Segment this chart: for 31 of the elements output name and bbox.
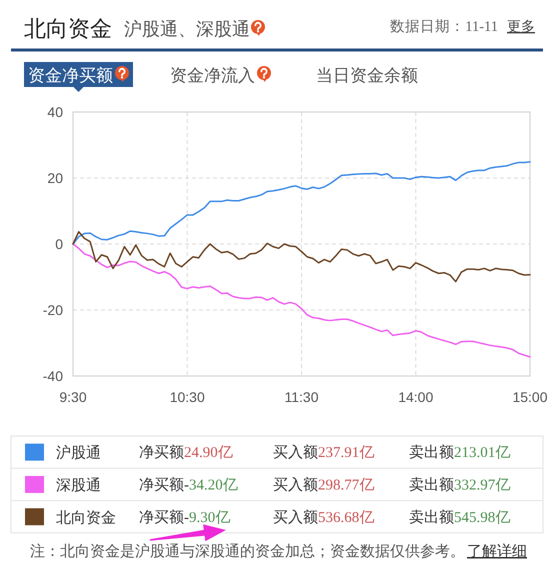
subtitle: 沪股通、深股通	[124, 19, 250, 39]
title: 北向资金	[24, 16, 112, 41]
x-tick-label: 14:00	[398, 389, 434, 405]
legend-label: 北向资金	[56, 510, 116, 526]
y-tick-label: -20	[42, 302, 63, 318]
tab-label: 当日资金余额	[316, 66, 418, 85]
table-cell: 买入额237.91亿	[273, 445, 374, 462]
tab-label: 资金净买额	[28, 66, 113, 85]
note-link: 了解详细	[467, 544, 527, 560]
table-cell: 买入额298.77亿	[273, 477, 374, 494]
x-tick-label: 10:30	[170, 389, 205, 405]
legend-label: 沪股通	[56, 446, 101, 462]
x-tick-label: 9:30	[59, 389, 87, 405]
y-tick-label: 20	[47, 170, 63, 186]
table-cell: 净买额24.90亿	[139, 445, 233, 462]
tab-label: 资金净流入	[170, 66, 255, 85]
table-cell: 净买额-9.30亿	[139, 510, 230, 526]
link: 更多	[507, 20, 535, 35]
legend-label: 深股通	[56, 478, 101, 494]
table-cell: 卖出额545.98亿	[409, 510, 510, 526]
table-cell: 卖出额213.01亿	[409, 445, 510, 462]
note: 注：北向资金是沪股通与深股通的资金加总；资金数据仅供参考。	[30, 544, 465, 560]
table-cell: 买入额536.68亿	[273, 510, 374, 526]
y-tick-label: -40	[42, 368, 63, 384]
table-cell: 卖出额332.97亿	[409, 477, 510, 494]
table-cell: 净买额-34.20亿	[139, 477, 238, 494]
x-tick-label: 11:30	[284, 389, 318, 405]
date: 数据日期：11-11	[390, 19, 498, 35]
y-tick-label: 0	[55, 236, 63, 252]
y-tick-label: 40	[47, 104, 63, 120]
x-tick-label: 15:00	[512, 389, 548, 405]
